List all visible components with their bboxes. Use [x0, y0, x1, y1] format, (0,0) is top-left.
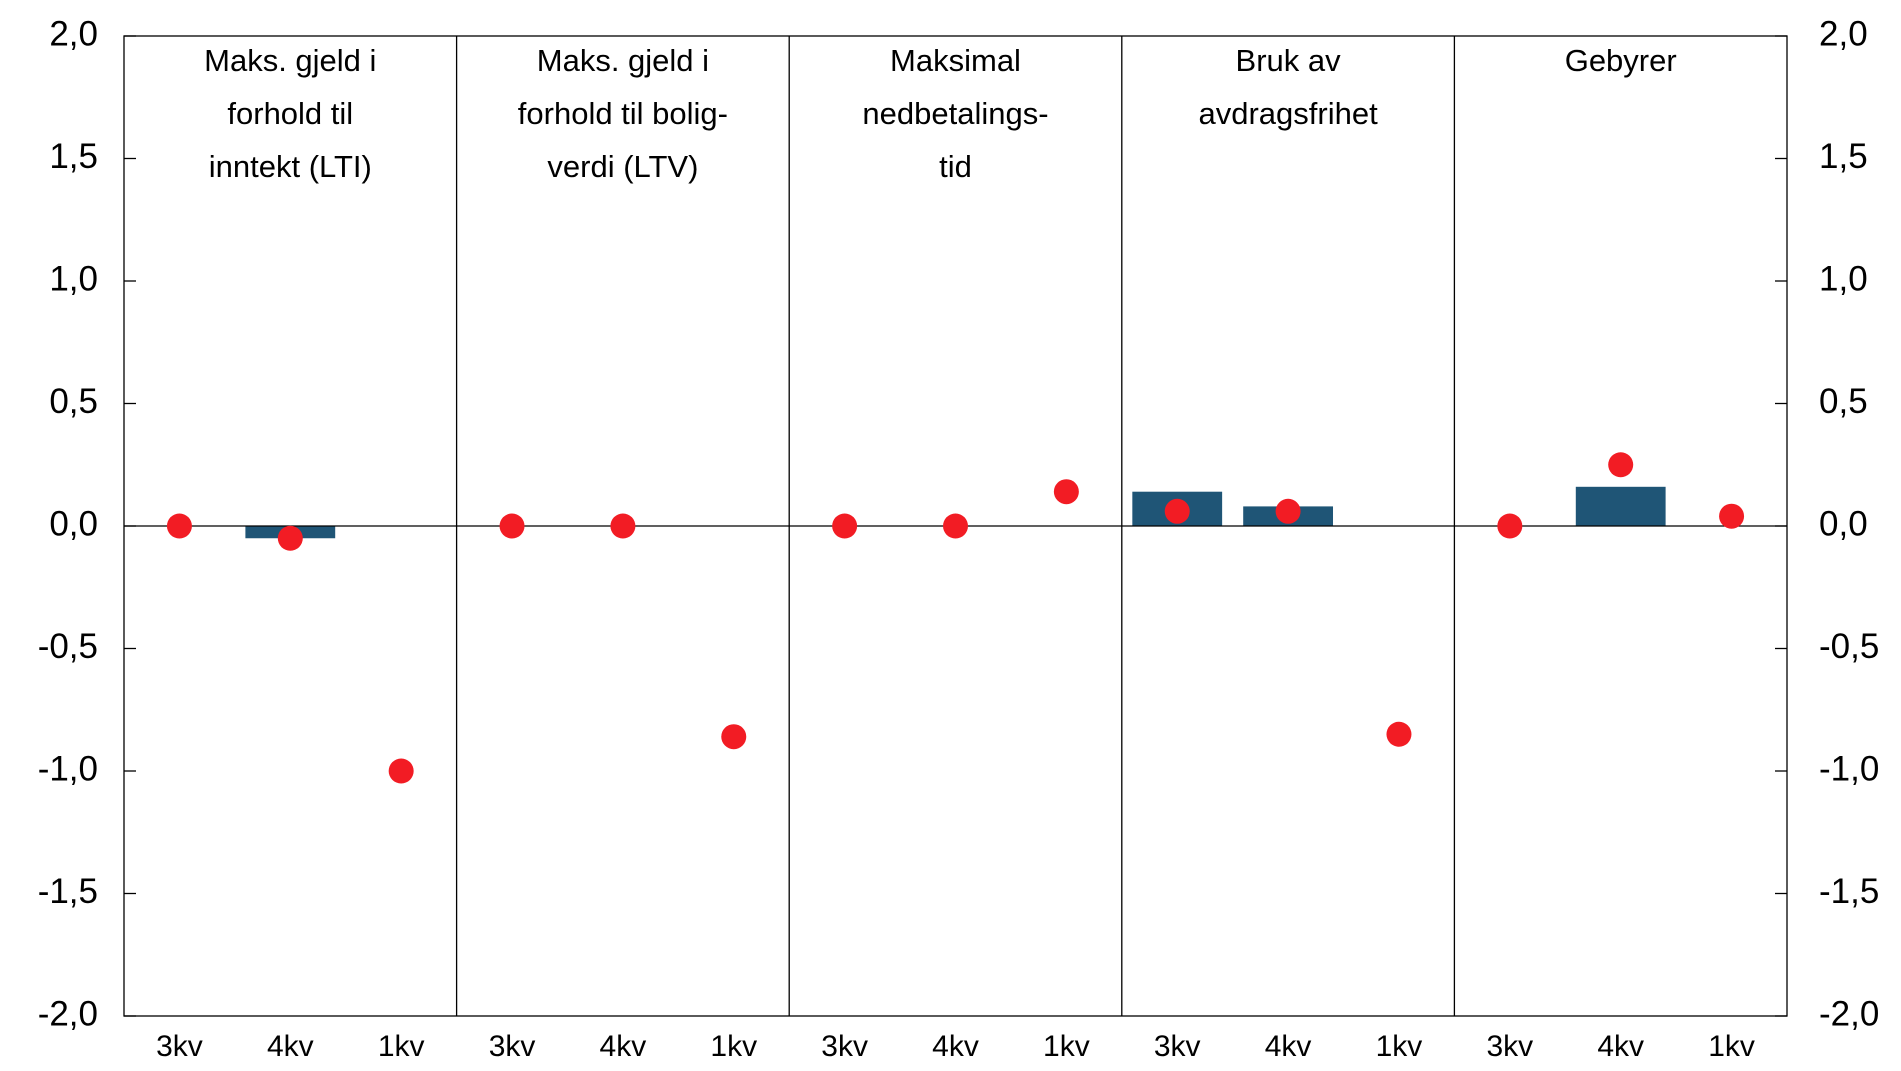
y2-tick-label: 2,0 — [1819, 14, 1868, 53]
panel-title: forhold til bolig- — [518, 96, 728, 131]
y2-tick-label: 0,5 — [1819, 382, 1868, 421]
y-tick-label: 2,0 — [49, 14, 98, 53]
x-tick-label: 4kv — [600, 1030, 647, 1063]
dot — [610, 513, 636, 539]
x-tick-label: 1kv — [710, 1030, 757, 1063]
y-tick-label: -1,0 — [38, 749, 98, 788]
x-tick-label: 3kv — [1154, 1030, 1201, 1063]
panel-title: Maks. gjeld i — [204, 43, 376, 78]
x-tick-label: 3kv — [156, 1030, 203, 1063]
dot — [1719, 503, 1745, 529]
y2-tick-label: 1,5 — [1819, 137, 1868, 176]
dot — [166, 513, 192, 539]
x-tick-label: 3kv — [1486, 1030, 1533, 1063]
dot — [1053, 479, 1079, 505]
panel-title: tid — [939, 149, 972, 184]
panel-title: forhold til — [227, 96, 353, 131]
y2-tick-label: -1,0 — [1819, 749, 1879, 788]
x-tick-label: 3kv — [821, 1030, 868, 1063]
panel-title: Bruk av — [1236, 43, 1342, 78]
dot — [832, 513, 858, 539]
x-tick-label: 4kv — [1597, 1030, 1644, 1063]
x-tick-label: 3kv — [489, 1030, 536, 1063]
dot — [1497, 513, 1523, 539]
panel-title: Gebyrer — [1565, 43, 1677, 78]
x-tick-label: 1kv — [1708, 1030, 1755, 1063]
x-tick-label: 1kv — [1376, 1030, 1423, 1063]
panel-title: verdi (LTV) — [547, 149, 698, 184]
dot — [1164, 498, 1190, 524]
y2-tick-label: -2,0 — [1819, 994, 1879, 1033]
x-tick-label: 4kv — [267, 1030, 314, 1063]
y-tick-label: 0,0 — [49, 504, 98, 543]
x-tick-label: 1kv — [1043, 1030, 1090, 1063]
y-tick-label: -2,0 — [38, 994, 98, 1033]
x-tick-label: 4kv — [932, 1030, 979, 1063]
dot — [277, 525, 303, 551]
dot — [1608, 452, 1634, 478]
y2-tick-label: 0,0 — [1819, 504, 1868, 543]
y2-tick-label: 1,0 — [1819, 259, 1868, 298]
panel-title: avdragsfrihet — [1198, 96, 1378, 131]
y-tick-label: 0,5 — [49, 382, 98, 421]
dot — [1275, 498, 1301, 524]
dot — [943, 513, 968, 539]
dot — [388, 758, 414, 784]
dot — [721, 724, 747, 750]
y2-tick-label: -1,5 — [1819, 872, 1879, 911]
x-tick-label: 4kv — [1265, 1030, 1312, 1063]
y-tick-label: 1,0 — [49, 259, 98, 298]
dot — [499, 513, 525, 539]
panel-title: inntekt (LTI) — [209, 149, 372, 184]
dot — [1386, 721, 1412, 747]
x-tick-label: 1kv — [378, 1030, 425, 1063]
panel-title: Maks. gjeld i — [537, 43, 709, 78]
y-tick-label: 1,5 — [49, 137, 98, 176]
panel-title: nedbetalings- — [862, 96, 1048, 131]
y-tick-label: -0,5 — [38, 627, 98, 666]
panel-title: Maksimal — [890, 43, 1021, 78]
y-tick-label: -1,5 — [38, 872, 98, 911]
y2-tick-label: -0,5 — [1819, 627, 1879, 666]
bar — [1575, 486, 1666, 526]
